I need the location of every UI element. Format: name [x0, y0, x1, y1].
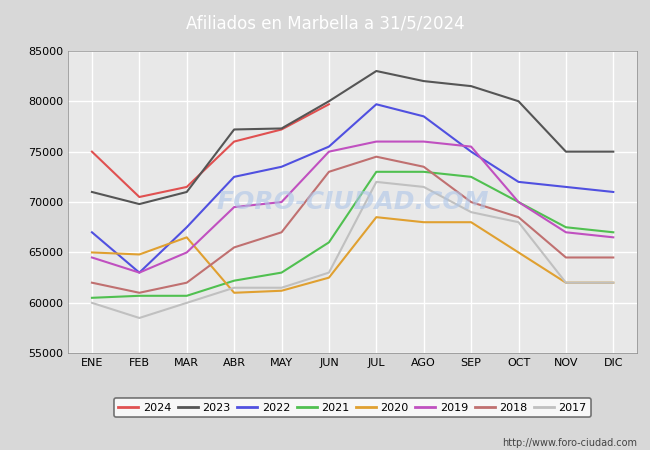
- Text: FORO-CIUDAD.COM: FORO-CIUDAD.COM: [216, 190, 489, 214]
- Text: Afiliados en Marbella a 31/5/2024: Afiliados en Marbella a 31/5/2024: [186, 14, 464, 33]
- Text: http://www.foro-ciudad.com: http://www.foro-ciudad.com: [502, 438, 637, 448]
- Legend: 2024, 2023, 2022, 2021, 2020, 2019, 2018, 2017: 2024, 2023, 2022, 2021, 2020, 2019, 2018…: [114, 398, 592, 417]
